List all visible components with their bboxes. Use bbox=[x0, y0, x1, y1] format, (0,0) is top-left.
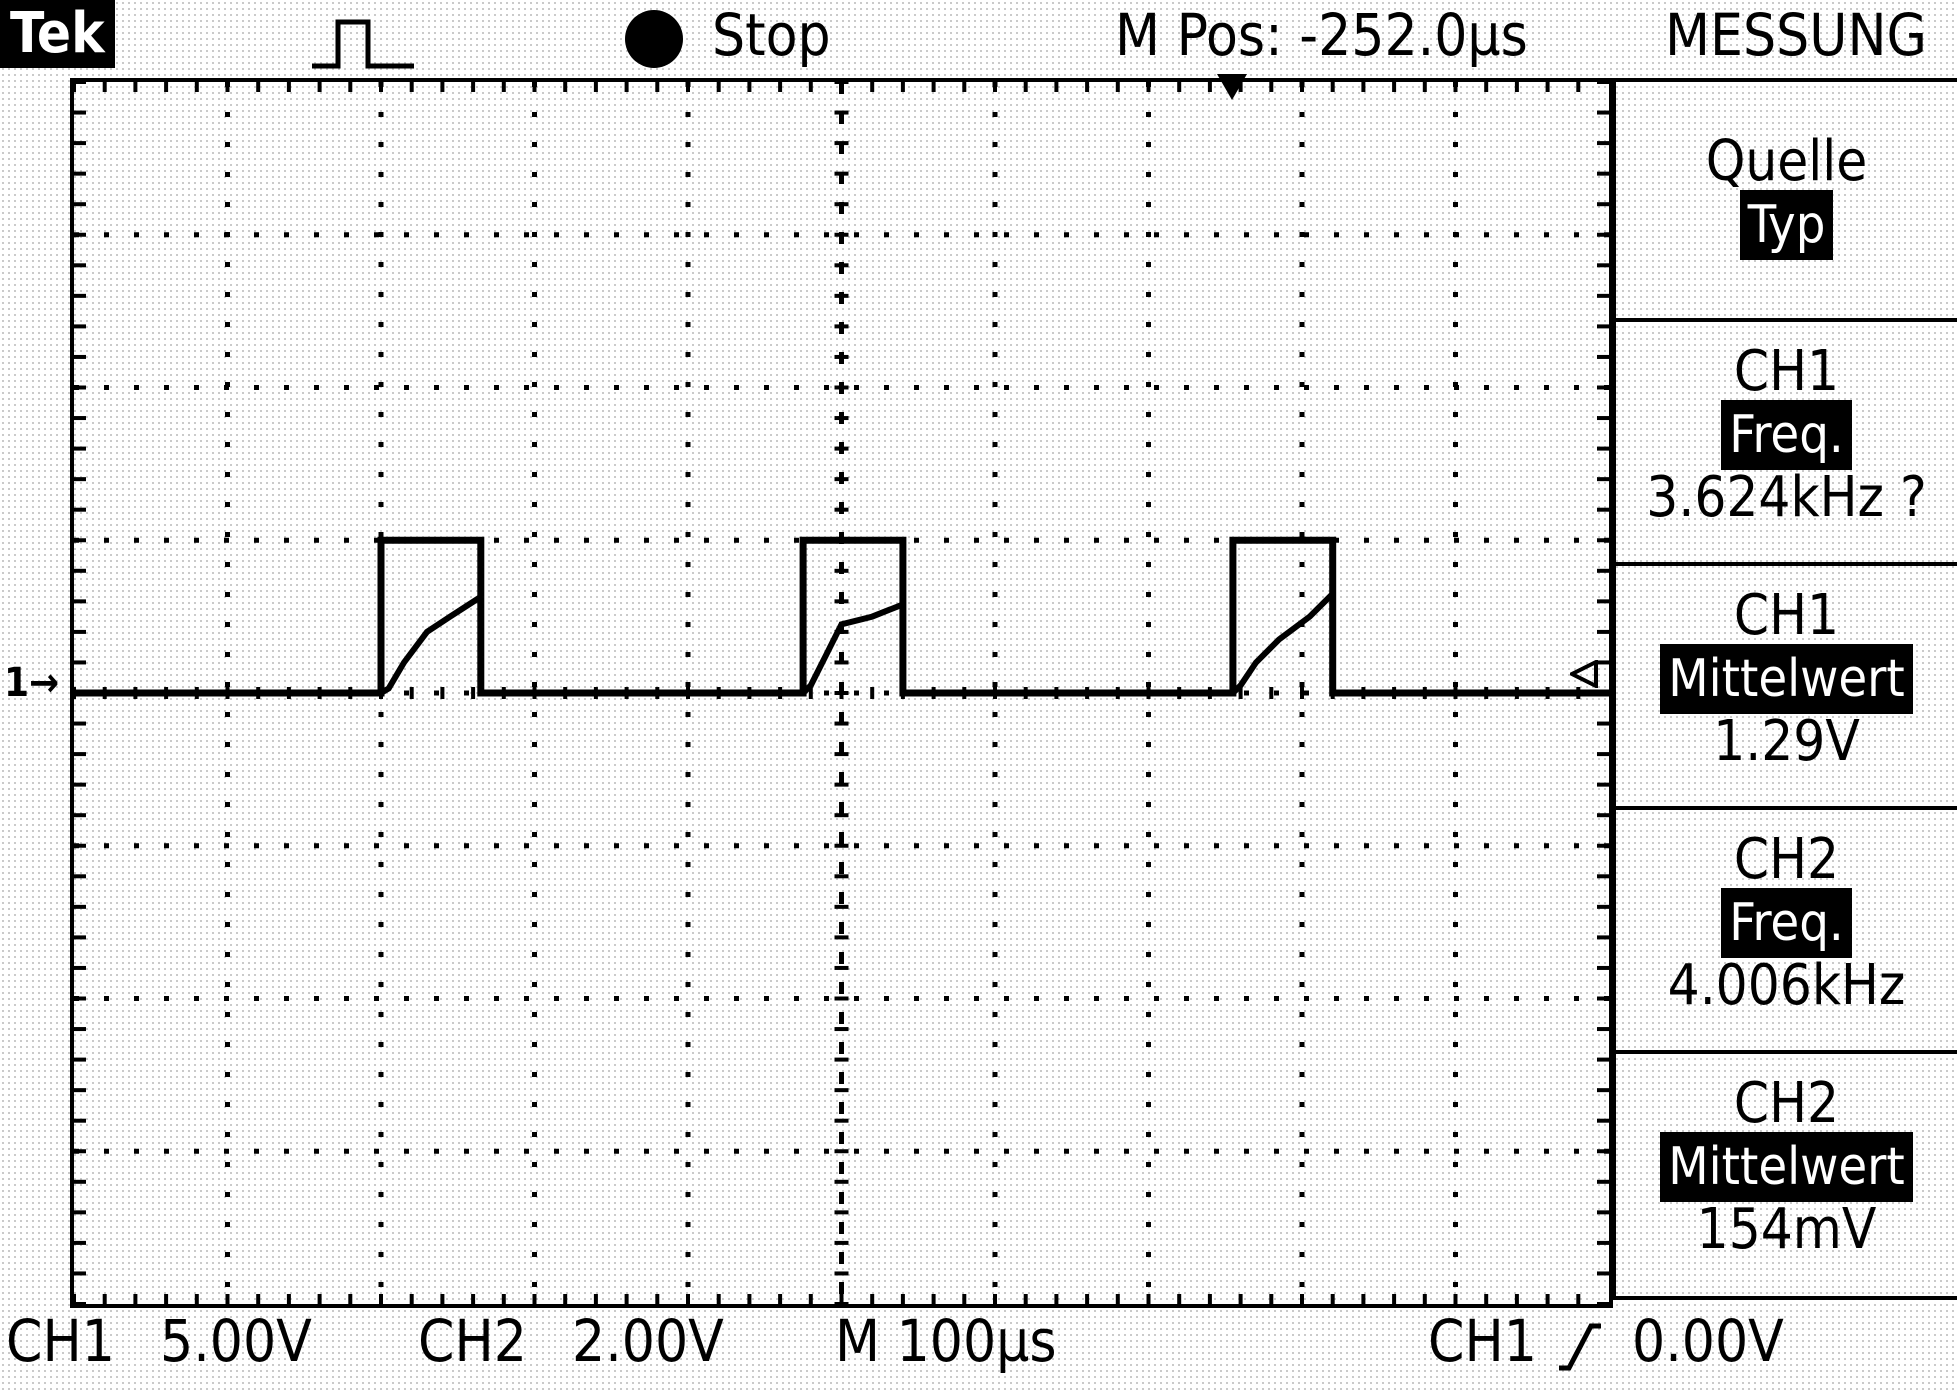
waveform-ch1 bbox=[74, 536, 1609, 697]
menu-item-ch1-mean[interactable]: CH1 Mittelwert 1.29V bbox=[1616, 566, 1957, 810]
trigger-level-icon bbox=[1570, 660, 1598, 688]
menu-item-selected: Freq. bbox=[1721, 400, 1852, 470]
run-state-label: Stop bbox=[712, 1, 831, 69]
menu-item-title: CH2 bbox=[1733, 827, 1840, 892]
waveform-ch2 bbox=[74, 586, 1609, 696]
pulse-trigger-icon bbox=[310, 14, 420, 83]
menu-item-title: CH2 bbox=[1733, 1071, 1840, 1136]
menu-item-value: 4.006kHz bbox=[1667, 953, 1906, 1018]
menu-item-title: CH1 bbox=[1733, 339, 1840, 404]
ch2-label: CH2 bbox=[418, 1307, 527, 1375]
menu-item-selected: Mittelwert bbox=[1660, 644, 1913, 714]
menu-item-ch2-freq[interactable]: CH2 Freq. 4.006kHz bbox=[1616, 810, 1957, 1054]
menu-item-selected: Typ bbox=[1739, 190, 1834, 260]
menu-item-ch1-freq[interactable]: CH1 Freq. 3.624kHz ? bbox=[1616, 322, 1957, 566]
ch1-ground-marker: 1→ bbox=[4, 660, 60, 706]
menu-item-selected: Mittelwert bbox=[1660, 1132, 1913, 1202]
trigger-level: 0.00V bbox=[1632, 1307, 1784, 1375]
menu-item-title: Quelle bbox=[1705, 129, 1868, 194]
ch1-scale: 5.00V bbox=[160, 1307, 312, 1375]
brand-logo: Tek bbox=[0, 0, 115, 68]
menu-item-selected: Freq. bbox=[1721, 888, 1852, 958]
menu-item-value: 1.29V bbox=[1713, 709, 1860, 774]
menu-item-value: 3.624kHz ? bbox=[1646, 465, 1927, 530]
menu-item-ch2-mean[interactable]: CH2 Mittelwert 154mV bbox=[1616, 1054, 1957, 1300]
menu-title: MESSUNG bbox=[1665, 1, 1927, 69]
rising-edge-icon bbox=[1555, 1318, 1605, 1383]
ch2-scale: 2.00V bbox=[572, 1307, 724, 1375]
horizontal-position: M Pos: -252.0µs bbox=[1115, 1, 1528, 69]
menu-item-title: CH1 bbox=[1733, 583, 1840, 648]
run-state-icon bbox=[625, 10, 683, 68]
menu-item-source-type[interactable]: Quelle Typ bbox=[1616, 82, 1957, 322]
ch1-label: CH1 bbox=[6, 1307, 115, 1375]
menu-item-value: 154mV bbox=[1696, 1197, 1877, 1262]
measure-menu: Quelle Typ CH1 Freq. 3.624kHz ? CH1 Mitt… bbox=[1612, 78, 1957, 1300]
waveform-plot bbox=[74, 82, 1609, 1304]
timebase: M 100µs bbox=[835, 1307, 1057, 1375]
trigger-source: CH1 bbox=[1428, 1307, 1537, 1375]
waveform-display bbox=[70, 78, 1613, 1308]
